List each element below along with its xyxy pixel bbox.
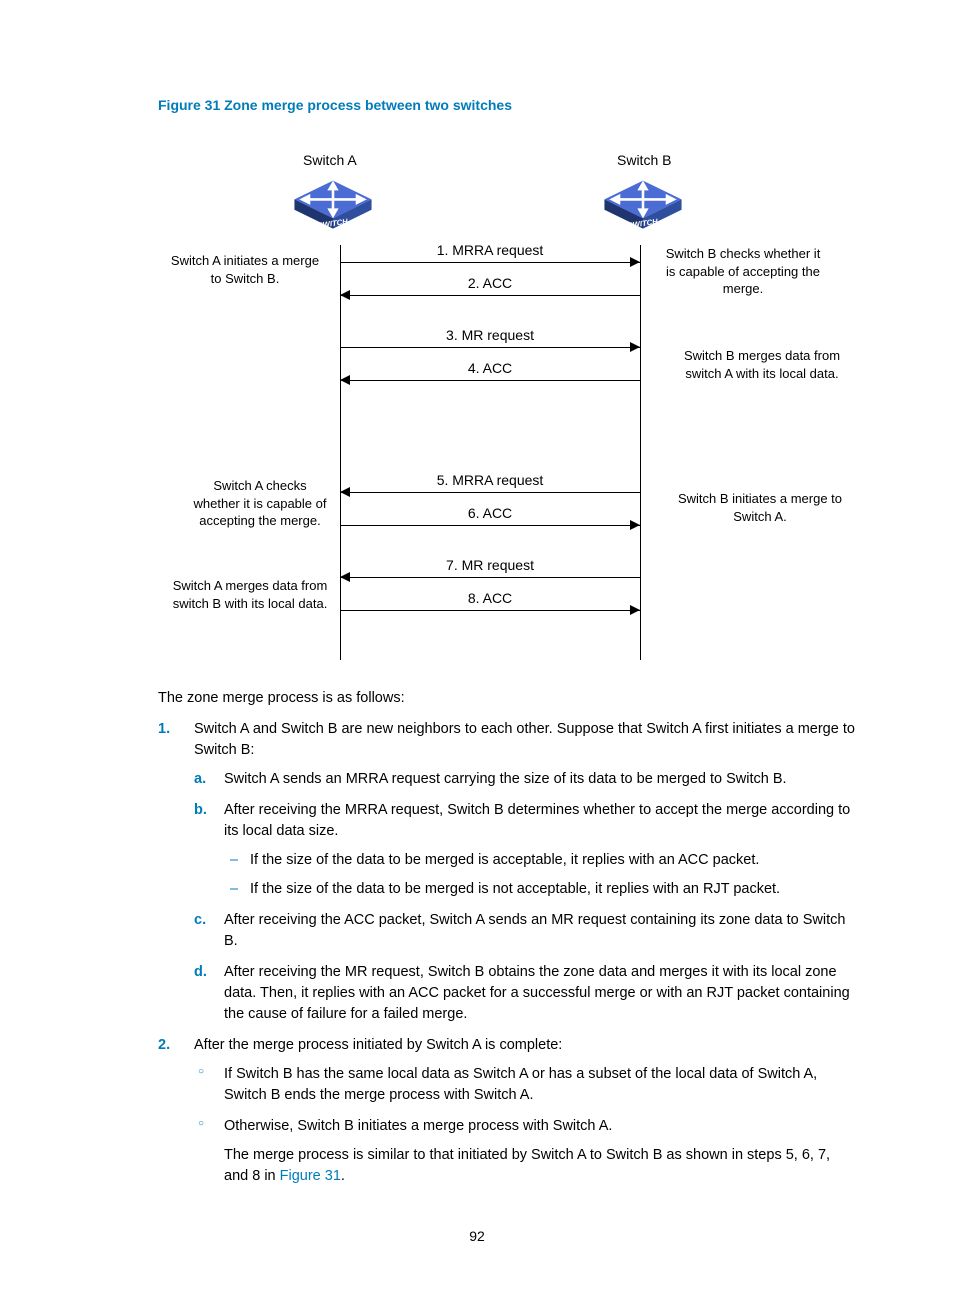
note-a-check: Switch A checks whether it is capable of… xyxy=(190,477,330,530)
message-6: 6. ACC xyxy=(340,505,640,521)
page-number: 92 xyxy=(0,1228,954,1244)
step-2-tail: The merge process is similar to that ini… xyxy=(224,1145,858,1187)
arrow-left-icon xyxy=(340,572,350,582)
message-2: 2. ACC xyxy=(340,275,640,291)
step-1: 1. Switch A and Switch B are new neighbo… xyxy=(158,719,858,1025)
message-3: 3. MR request xyxy=(340,327,640,343)
figure-31-link[interactable]: Figure 31 xyxy=(280,1168,341,1184)
step-1-text: Switch A and Switch B are new neighbors … xyxy=(194,721,855,758)
switch-b-icon: SWITCH xyxy=(598,172,688,232)
switch-b-label: Switch B xyxy=(617,152,671,168)
arrow-right-icon xyxy=(630,257,640,267)
step-1-number: 1. xyxy=(158,719,170,740)
arrow-line-2 xyxy=(340,295,640,296)
step-1b: b.After receiving the MRRA request, Swit… xyxy=(194,800,858,900)
step-2-text: After the merge process initiated by Swi… xyxy=(194,1037,562,1053)
letter-c: c. xyxy=(194,910,206,931)
message-7: 7. MR request xyxy=(340,557,640,573)
arrow-right-icon xyxy=(630,605,640,615)
note-b-merge: Switch B merges data from switch A with … xyxy=(677,347,847,382)
step-2-o1: If Switch B has the same local data as S… xyxy=(194,1064,858,1106)
step-1b-dash1: If the size of the data to be merged is … xyxy=(224,850,858,871)
step-1c: c.After receiving the ACC packet, Switch… xyxy=(194,910,858,952)
arrow-left-icon xyxy=(340,375,350,385)
figure-title: Figure 31 Zone merge process between two… xyxy=(158,97,512,113)
arrow-line-1 xyxy=(340,262,640,263)
arrow-line-7 xyxy=(340,577,640,578)
arrow-left-icon xyxy=(340,290,350,300)
step-1a: a.Switch A sends an MRRA request carryin… xyxy=(194,769,858,790)
arrow-line-8 xyxy=(340,610,640,611)
message-8: 8. ACC xyxy=(340,590,640,606)
switch-a-icon: SWITCH xyxy=(288,172,378,232)
arrow-left-icon xyxy=(340,487,350,497)
step-2-o2: Otherwise, Switch B initiates a merge pr… xyxy=(194,1116,858,1187)
arrow-line-3 xyxy=(340,347,640,348)
step-1b-dash2: If the size of the data to be merged is … xyxy=(224,879,858,900)
message-1: 1. MRRA request xyxy=(340,242,640,258)
sequence-diagram: Switch A Switch B SWITCH xyxy=(175,140,835,670)
note-b-check: Switch B checks whether it is capable of… xyxy=(663,245,823,298)
body-content: The zone merge process is as follows: 1.… xyxy=(158,688,858,1197)
note-b-initiate: Switch B initiates a merge to Switch A. xyxy=(675,490,845,525)
message-5: 5. MRRA request xyxy=(340,472,640,488)
step-2: 2. After the merge process initiated by … xyxy=(158,1035,858,1187)
arrow-line-6 xyxy=(340,525,640,526)
switch-a-label: Switch A xyxy=(303,152,357,168)
step-1d: d.After receiving the MR request, Switch… xyxy=(194,962,858,1025)
arrow-right-icon xyxy=(630,520,640,530)
lifeline-b xyxy=(640,245,641,660)
arrow-line-5 xyxy=(340,492,640,493)
intro-text: The zone merge process is as follows: xyxy=(158,688,858,709)
note-a-initiate: Switch A initiates a merge to Switch B. xyxy=(165,252,325,287)
step-2-number: 2. xyxy=(158,1035,170,1056)
letter-a: a. xyxy=(194,769,206,790)
note-a-merge: Switch A merges data from switch B with … xyxy=(165,577,335,612)
arrow-right-icon xyxy=(630,342,640,352)
letter-b: b. xyxy=(194,800,207,821)
letter-d: d. xyxy=(194,962,207,983)
arrow-line-4 xyxy=(340,380,640,381)
message-4: 4. ACC xyxy=(340,360,640,376)
